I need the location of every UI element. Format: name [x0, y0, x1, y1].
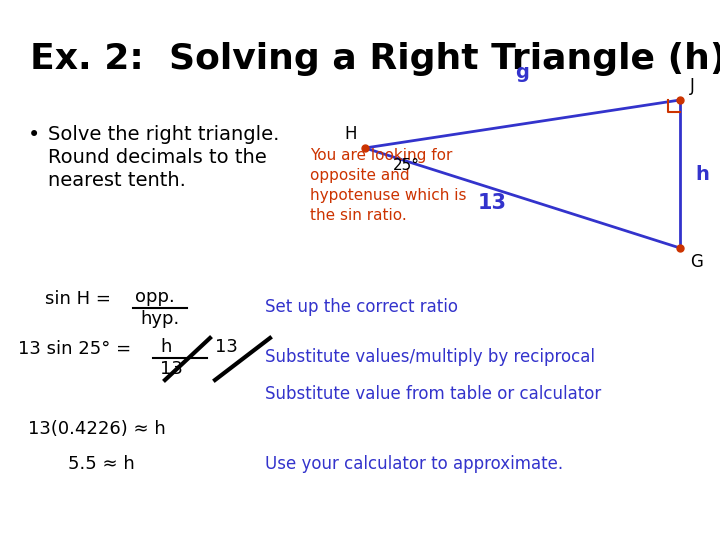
Text: h: h	[695, 165, 709, 184]
Text: Substitute value from table or calculator: Substitute value from table or calculato…	[265, 385, 601, 403]
Text: opp.: opp.	[135, 288, 175, 306]
Text: You are looking for: You are looking for	[310, 148, 452, 163]
Text: H: H	[344, 125, 357, 143]
Text: Set up the correct ratio: Set up the correct ratio	[265, 298, 458, 316]
Text: 25°: 25°	[393, 158, 420, 173]
Text: nearest tenth.: nearest tenth.	[48, 171, 186, 190]
Text: 13: 13	[478, 193, 507, 213]
Text: 13: 13	[160, 360, 183, 378]
Text: Use your calculator to approximate.: Use your calculator to approximate.	[265, 455, 563, 473]
Text: •: •	[28, 125, 40, 145]
Text: sin H =: sin H =	[45, 290, 117, 308]
Text: 13(0.4226) ≈ h: 13(0.4226) ≈ h	[28, 420, 166, 438]
Text: Solve the right triangle.: Solve the right triangle.	[48, 125, 279, 144]
Text: 13 sin 25° =: 13 sin 25° =	[18, 340, 137, 358]
Text: J: J	[690, 77, 695, 95]
Text: hypotenuse which is: hypotenuse which is	[310, 188, 467, 203]
Text: h: h	[160, 338, 171, 356]
Text: Round decimals to the: Round decimals to the	[48, 148, 266, 167]
Text: G: G	[690, 253, 703, 271]
Text: 5.5 ≈ h: 5.5 ≈ h	[68, 455, 135, 473]
Text: Substitute values/multiply by reciprocal: Substitute values/multiply by reciprocal	[265, 348, 595, 366]
Text: Ex. 2:  Solving a Right Triangle (h): Ex. 2: Solving a Right Triangle (h)	[30, 42, 720, 76]
Text: hyp.: hyp.	[140, 310, 179, 328]
Text: g: g	[516, 63, 529, 82]
Text: the sin ratio.: the sin ratio.	[310, 208, 407, 223]
Text: opposite and: opposite and	[310, 168, 410, 183]
Text: 13: 13	[215, 338, 238, 356]
